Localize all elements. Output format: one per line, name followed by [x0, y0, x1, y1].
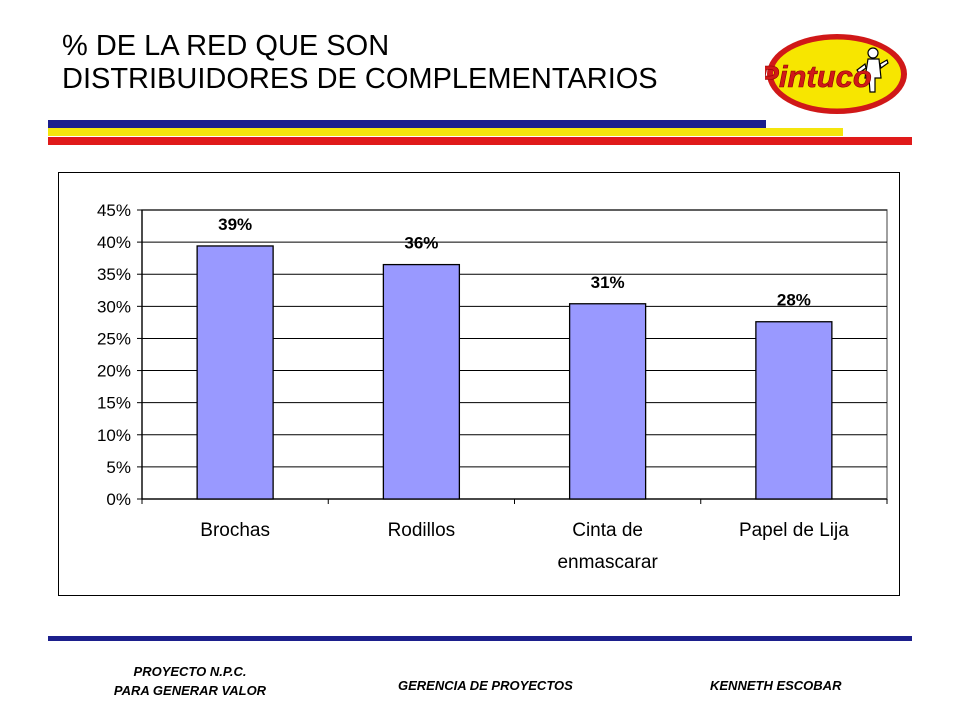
slide-title: % DE LA RED QUE SON DISTRIBUIDORES DE CO…	[62, 30, 658, 96]
x-tick-label: Rodillos	[388, 520, 456, 541]
header-stripe-yellow	[48, 128, 843, 136]
painter-figure-icon	[856, 47, 889, 93]
y-tick-label: 10%	[97, 426, 131, 445]
y-tick-label: 20%	[97, 362, 131, 381]
x-tick-label: Papel de Lija	[739, 520, 849, 541]
data-label: 31%	[591, 273, 625, 292]
y-tick-label: 0%	[106, 490, 131, 509]
x-tick-labels: Brochas Rodillos Cinta de enmascarar Papel d…	[200, 520, 849, 573]
header-stripe-blue	[48, 120, 766, 128]
bar-chart: 39% 36% 31% 28% 0% 5% 10% 15% 20% 25% 30% 35% 40% 45…	[97, 201, 888, 573]
y-tick-label: 5%	[106, 458, 131, 477]
footer-author: KENNETH ESCOBAR	[710, 678, 842, 693]
bar	[755, 321, 833, 500]
footer-project-line-2: PARA GENERAR VALOR	[113, 683, 267, 698]
x-tick-label: Cinta de	[572, 520, 643, 541]
y-tick-label: 25%	[97, 329, 131, 348]
footer-department: GERENCIA DE PROYECTOS	[398, 678, 573, 693]
bars	[196, 245, 833, 500]
slide-title-line-1: % DE LA RED QUE SON	[62, 30, 390, 62]
pintuco-logo: Pintuco	[765, 34, 907, 114]
data-labels: 39% 36% 31% 28%	[218, 215, 811, 310]
logo-wordmark: Pintuco	[765, 59, 872, 94]
y-tick-label: 15%	[97, 394, 131, 413]
bar	[382, 263, 461, 500]
header-stripe-red	[48, 137, 912, 145]
slide-title-line-2: DISTRIBUIDORES DE COMPLEMENTARIOS	[62, 63, 658, 95]
y-tick-label: 35%	[97, 265, 131, 284]
bar	[568, 303, 647, 500]
data-label: 28%	[777, 291, 811, 310]
footer-project-line-1: PROYECTO N.P.C.	[133, 664, 247, 679]
data-label: 36%	[404, 234, 438, 253]
y-tick-label: 30%	[97, 297, 131, 316]
y-tick-label: 40%	[97, 233, 131, 252]
x-tick-label: enmascarar	[557, 552, 658, 573]
footer-divider	[48, 636, 912, 641]
footer-project: PROYECTO N.P.C. PARA GENERAR VALOR	[90, 662, 290, 700]
bar	[196, 245, 274, 500]
y-tick-labels: 0% 5% 10% 15% 20% 25% 30% 35% 40% 45%	[97, 201, 131, 509]
data-label: 39%	[218, 215, 252, 234]
y-tick-label: 45%	[97, 201, 131, 220]
chart-frame: 39% 36% 31% 28% 0% 5% 10% 15% 20% 25% 30% 35% 40% 45…	[58, 172, 900, 596]
x-tick-label: Brochas	[200, 520, 270, 541]
